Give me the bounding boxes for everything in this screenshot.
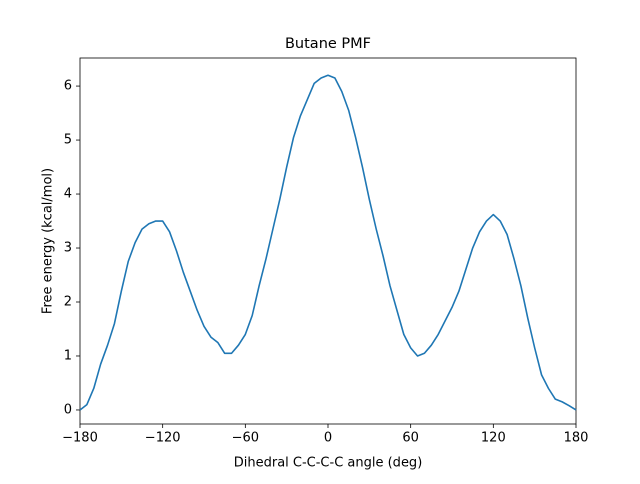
y-tick-label: 2 xyxy=(64,295,72,310)
x-tick-label: 60 xyxy=(402,431,419,446)
y-tick-label: 5 xyxy=(64,133,72,148)
x-tick-label: 180 xyxy=(564,431,589,446)
y-tick-label: 1 xyxy=(64,348,72,363)
y-tick-label: 6 xyxy=(64,79,72,94)
y-tick-label: 0 xyxy=(64,402,72,417)
axes-frame xyxy=(79,57,577,425)
y-axis-label: Free energy (kcal/mol) xyxy=(41,168,56,314)
x-tick-label: −180 xyxy=(62,431,98,446)
y-tick-label: 3 xyxy=(64,241,72,256)
x-tick-label: 0 xyxy=(324,431,332,446)
x-tick-label: −120 xyxy=(145,431,181,446)
data-line xyxy=(79,74,577,411)
x-axis-label: Dihedral C-C-C-C angle (deg) xyxy=(234,456,423,471)
x-tick-label: 120 xyxy=(481,431,506,446)
chart-title: Butane PMF xyxy=(285,36,371,52)
y-tick-label: 4 xyxy=(64,187,72,202)
x-tick-label: −60 xyxy=(232,431,259,446)
